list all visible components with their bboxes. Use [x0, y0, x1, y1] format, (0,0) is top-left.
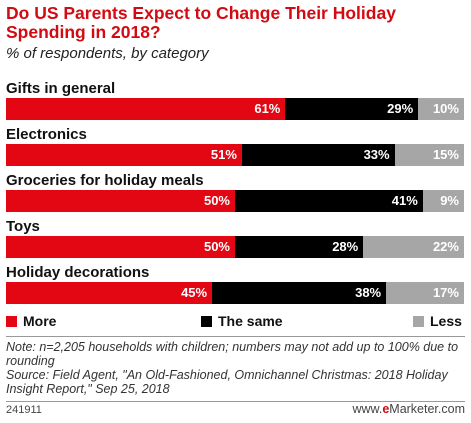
brand-rest: Marketer.com — [389, 402, 465, 416]
brand-prefix: www. — [352, 402, 383, 416]
bar-segment-same: 29% — [285, 98, 419, 120]
bar-row: 61% 29% 10% — [6, 98, 464, 120]
category-label: Electronics — [6, 126, 87, 143]
divider-top — [6, 336, 465, 337]
divider-bottom — [6, 401, 465, 402]
bar-row: 50% 28% 22% — [6, 236, 464, 258]
brand-logo[interactable]: www.eMarketer.com — [352, 402, 465, 416]
bar-segment-more: 51% — [6, 144, 242, 166]
bar-segment-less: 22% — [363, 236, 464, 258]
chart-id: 241911 — [6, 404, 42, 416]
bar-segment-more: 50% — [6, 236, 235, 258]
bar-segment-less: 9% — [422, 190, 464, 212]
legend-label-less: Less — [430, 313, 462, 329]
bar-segment-same: 41% — [235, 190, 423, 212]
bar-row: 50% 41% 9% — [6, 190, 464, 212]
bar-segment-same: 28% — [235, 236, 364, 258]
footnote: Note: n=2,205 households with children; … — [6, 340, 466, 396]
source-text: Source: Field Agent, "An Old-Fashioned, … — [6, 368, 448, 396]
bar-row: 51% 33% 15% — [6, 144, 464, 166]
legend-item-less: Less — [413, 313, 462, 329]
bar-segment-same: 33% — [241, 144, 395, 166]
brand-e: e — [382, 402, 390, 416]
category-label: Holiday decorations — [6, 264, 150, 281]
legend-item-same: The same — [201, 313, 283, 329]
category-label: Gifts in general — [6, 80, 116, 97]
note-text: Note: n=2,205 households with children; … — [6, 340, 459, 368]
legend: More The same Less — [0, 313, 471, 331]
legend-swatch-more — [6, 315, 17, 327]
legend-item-more: More — [6, 313, 56, 329]
bar-segment-less: 10% — [418, 98, 464, 120]
chart-title: Do US Parents Expect to Change Their Hol… — [6, 3, 396, 42]
chart-subtitle: % of respondents, by category — [6, 45, 209, 62]
category-label: Groceries for holiday meals — [6, 172, 204, 189]
legend-swatch-less — [413, 315, 424, 327]
bar-segment-more: 61% — [6, 98, 286, 120]
bar-segment-more: 50% — [6, 190, 235, 212]
legend-swatch-same — [201, 315, 212, 327]
bar-row: 45% 38% 17% — [6, 282, 464, 304]
legend-label-more: More — [23, 313, 57, 329]
bar-segment-less: 17% — [386, 282, 464, 304]
bar-segment-less: 15% — [394, 144, 464, 166]
legend-label-same: The same — [218, 313, 283, 329]
bar-segment-more: 45% — [6, 282, 213, 304]
category-label: Toys — [6, 218, 40, 235]
bar-segment-same: 38% — [212, 282, 387, 304]
